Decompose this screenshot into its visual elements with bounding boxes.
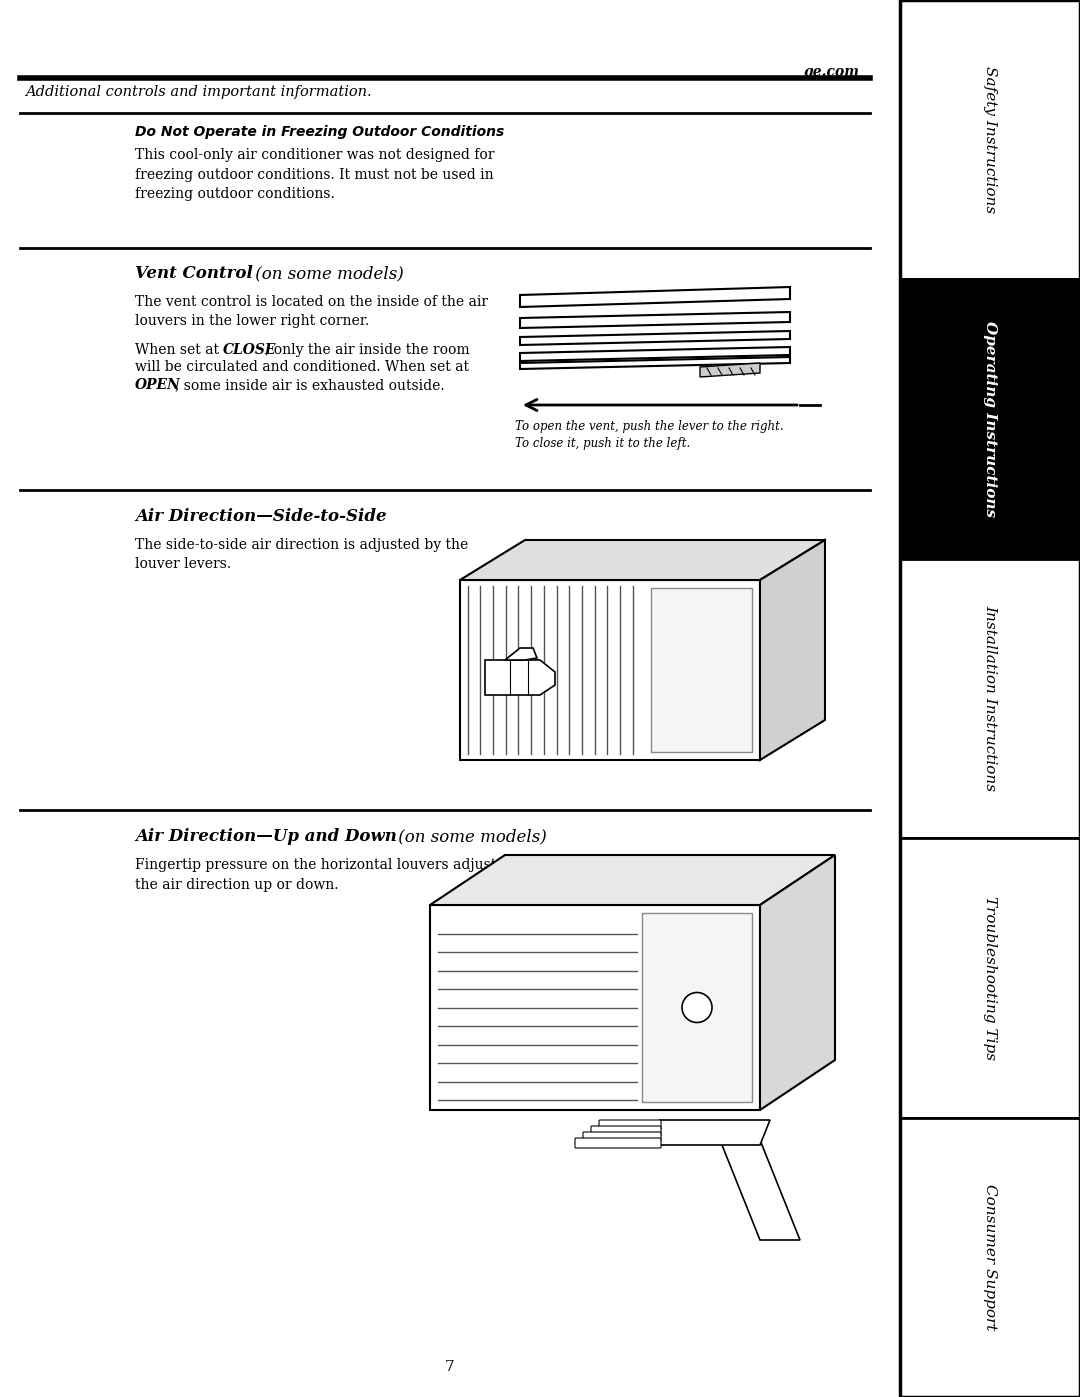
Text: OPEN: OPEN: [135, 379, 180, 393]
Text: will be circulated and conditioned. When set at: will be circulated and conditioned. When…: [135, 360, 469, 374]
Bar: [642, 914, 752, 1102]
Text: The vent control is located on the inside of the air
louvers in the lower right : The vent control is located on the insid…: [135, 295, 488, 328]
Text: Additional controls and important information.: Additional controls and important inform…: [25, 85, 372, 99]
Text: CLOSE: CLOSE: [222, 344, 276, 358]
Bar: [900, 279, 1080, 559]
Text: Installation Instructions: Installation Instructions: [983, 605, 997, 792]
Text: Air Direction—Side-to-Side: Air Direction—Side-to-Side: [135, 509, 387, 525]
Text: Safety Instructions: Safety Instructions: [983, 66, 997, 214]
Bar: [900, 838, 1080, 1118]
Polygon shape: [519, 286, 789, 307]
Text: To open the vent, push the lever to the right.
To close it, push it to the left.: To open the vent, push the lever to the …: [515, 420, 784, 450]
Text: The side-to-side air direction is adjusted by the
louver levers.: The side-to-side air direction is adjust…: [135, 538, 469, 571]
FancyBboxPatch shape: [583, 1132, 661, 1141]
Circle shape: [681, 992, 712, 1023]
Text: When set at: When set at: [135, 344, 224, 358]
Text: (on some models): (on some models): [393, 828, 546, 845]
Polygon shape: [485, 659, 555, 694]
Bar: [651, 588, 752, 752]
Polygon shape: [505, 648, 537, 659]
Text: Operating Instructions: Operating Instructions: [983, 321, 997, 517]
Bar: [900, 0, 1080, 1397]
Polygon shape: [519, 358, 789, 369]
Text: Troubleshooting Tips: Troubleshooting Tips: [983, 895, 997, 1060]
Text: Do Not Operate in Freezing Outdoor Conditions: Do Not Operate in Freezing Outdoor Condi…: [135, 124, 504, 138]
Polygon shape: [519, 346, 789, 360]
Text: This cool-only air conditioner was not designed for
freezing outdoor conditions.: This cool-only air conditioner was not d…: [135, 148, 495, 201]
Polygon shape: [720, 1140, 800, 1241]
Text: Fingertip pressure on the horizontal louvers adjusts
the air direction up or dow: Fingertip pressure on the horizontal lou…: [135, 858, 503, 891]
Polygon shape: [460, 541, 825, 580]
Bar: [430, 905, 760, 1111]
Polygon shape: [760, 855, 835, 1111]
Polygon shape: [519, 331, 789, 345]
Text: , only the air inside the room: , only the air inside the room: [265, 344, 470, 358]
Text: 7: 7: [445, 1361, 455, 1375]
Text: Consumer Support: Consumer Support: [983, 1185, 997, 1330]
Bar: [900, 0, 1080, 279]
Bar: [460, 580, 760, 760]
Text: ge.com: ge.com: [805, 66, 860, 80]
FancyBboxPatch shape: [575, 1139, 661, 1148]
Text: (on some models): (on some models): [249, 265, 404, 282]
Bar: [900, 559, 1080, 838]
Polygon shape: [660, 1120, 770, 1146]
Bar: [900, 1118, 1080, 1397]
Text: Vent Control: Vent Control: [135, 265, 253, 282]
Polygon shape: [760, 541, 825, 760]
Polygon shape: [700, 363, 760, 377]
Text: Air Direction—Up and Down: Air Direction—Up and Down: [135, 828, 396, 845]
Polygon shape: [519, 312, 789, 328]
Text: , some inside air is exhausted outside.: , some inside air is exhausted outside.: [175, 379, 445, 393]
FancyBboxPatch shape: [591, 1126, 661, 1136]
Polygon shape: [430, 855, 835, 905]
FancyBboxPatch shape: [599, 1120, 661, 1130]
